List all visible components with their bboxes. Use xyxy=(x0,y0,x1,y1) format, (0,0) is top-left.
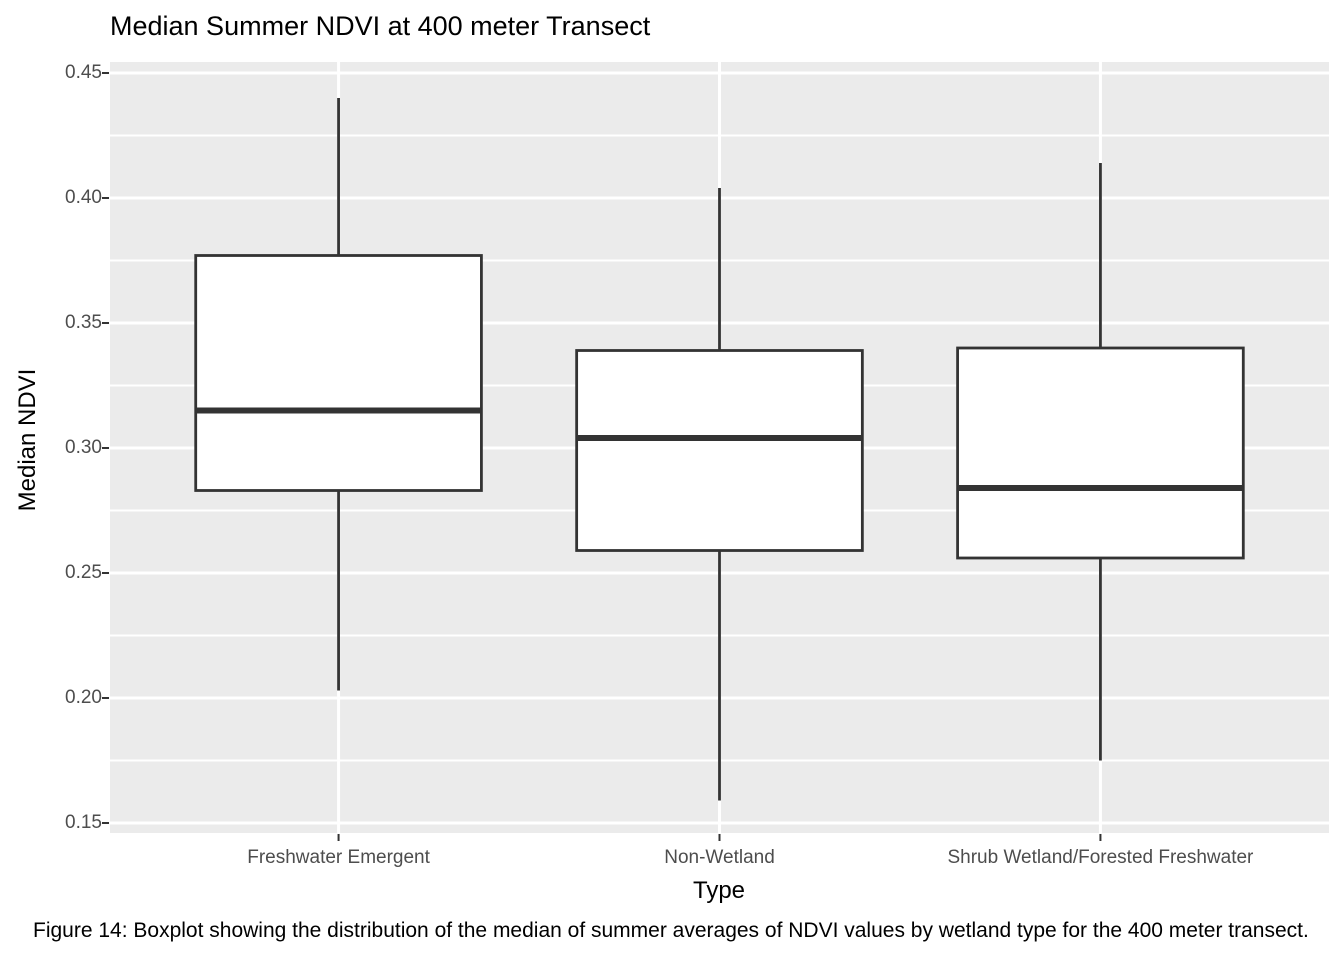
iqr-box xyxy=(194,254,483,492)
y-tick-label: 0.35 xyxy=(65,312,102,333)
y-tick-label: 0.40 xyxy=(65,187,102,208)
x-tick-label: Non-Wetland xyxy=(664,847,775,868)
x-axis-title: Type xyxy=(692,877,746,904)
figure-caption: Figure 14: Boxplot showing the distribut… xyxy=(33,919,1309,942)
y-tick-label: 0.20 xyxy=(65,687,102,708)
x-tick-label: Shrub Wetland/Forested Freshwater xyxy=(947,847,1254,868)
x-tick-label: Freshwater Emergent xyxy=(247,847,430,868)
chart-title: Median Summer NDVI at 400 meter Transect xyxy=(110,11,651,41)
iqr-box xyxy=(575,349,864,552)
y-tick-label: 0.30 xyxy=(65,437,102,458)
y-tick-label: 0.15 xyxy=(65,812,102,833)
iqr-box xyxy=(956,346,1245,560)
y-tick-label: 0.25 xyxy=(65,562,102,583)
y-tick-label: 0.45 xyxy=(65,62,102,83)
